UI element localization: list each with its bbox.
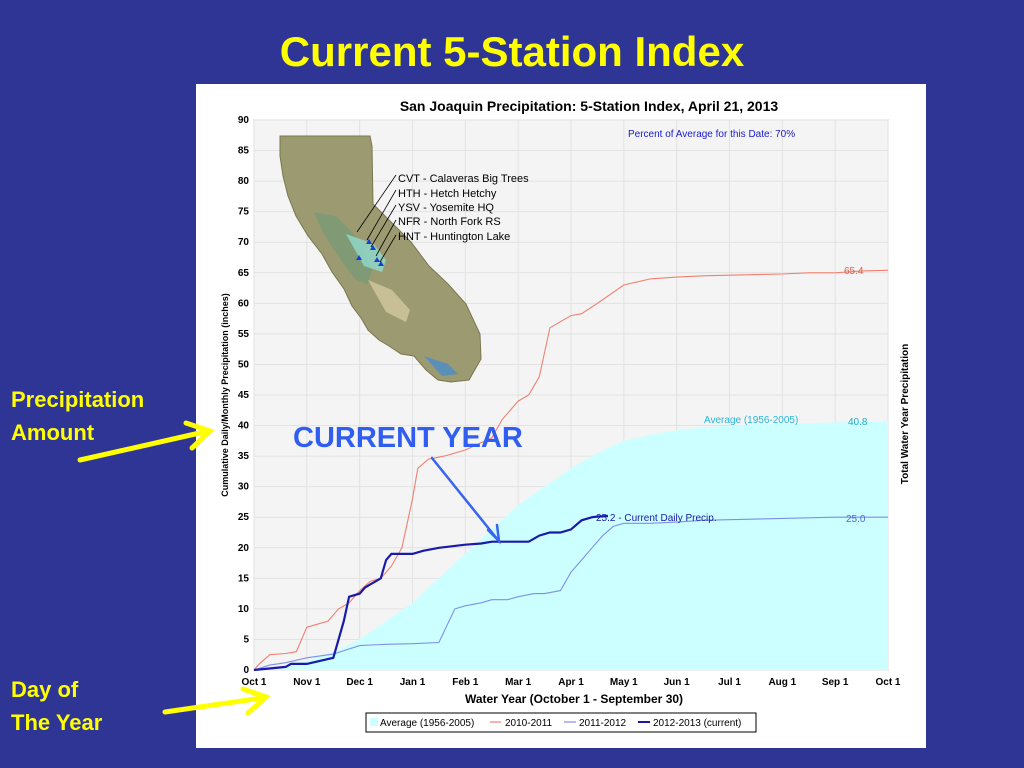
y-tick-label: 25 bbox=[238, 512, 250, 523]
california-map-image bbox=[279, 135, 482, 383]
x-tick-label: Mar 1 bbox=[505, 677, 532, 688]
x-tick-label: Jan 1 bbox=[400, 677, 426, 688]
x-tick-label: Oct 1 bbox=[875, 677, 900, 688]
y-tick-label: 50 bbox=[238, 359, 250, 370]
legend-average: Average (1956-2005) bbox=[380, 718, 474, 729]
y-tick-label: 5 bbox=[243, 634, 249, 645]
series-line-2012-2013-current- bbox=[253, 514, 609, 672]
slide-title: Current 5-Station Index bbox=[279, 28, 745, 75]
y-axis-label: Cumulative Daily/Monthly Precipitation (… bbox=[220, 293, 230, 497]
map-legend-cvt: CVT - Calaveras Big Trees bbox=[398, 173, 529, 185]
station-leader-lines bbox=[356, 174, 397, 263]
day-label-line2: The Year bbox=[11, 710, 103, 735]
chart-title: San Joaquin Precipitation: 5-Station Ind… bbox=[400, 98, 779, 114]
series-line-2010-2011 bbox=[253, 269, 889, 671]
y-tick-label: 60 bbox=[238, 298, 250, 309]
legend-2010-2011: 2010-2011 bbox=[505, 718, 553, 729]
x-tick-label: Apr 1 bbox=[558, 677, 584, 688]
day-of-year-label: Day of The Year bbox=[11, 673, 102, 739]
series-line-2011-2012 bbox=[253, 516, 888, 671]
y-axis-label-right: Total Water Year Precipitation bbox=[900, 344, 911, 484]
2011-2012-end-value: 25.0 bbox=[846, 514, 866, 525]
x-tick-label: May 1 bbox=[610, 677, 638, 688]
chart-legend: Average (1956-2005) 2010-2011 2011-2012 … bbox=[365, 712, 757, 733]
y-tick-label: 80 bbox=[238, 176, 250, 187]
y-tick-label: 15 bbox=[238, 573, 250, 584]
y-tick-label: 30 bbox=[238, 482, 250, 493]
map-legend-hth: HTH - Hetch Hetchy bbox=[398, 188, 497, 200]
legend-2012-2013: 2012-2013 (current) bbox=[653, 718, 741, 729]
map-legend-nfr: NFR - North Fork RS bbox=[398, 216, 501, 228]
y-tick-label: 10 bbox=[238, 604, 250, 615]
current-daily-precip-label: 25.2 - Current Daily Precip. bbox=[596, 513, 717, 524]
y-tick-label: 20 bbox=[238, 543, 250, 554]
map-legend-hnt: HNT - Huntington Lake bbox=[398, 231, 510, 243]
x-tick-label: Sep 1 bbox=[822, 677, 849, 688]
x-tick-label: Dec 1 bbox=[346, 677, 373, 688]
y-tick-label: 35 bbox=[238, 451, 250, 462]
average-end-value: 40.8 bbox=[848, 417, 868, 428]
x-tick-label: Nov 1 bbox=[293, 677, 321, 688]
y-tick-label: 55 bbox=[238, 329, 250, 340]
y-tick-label: 75 bbox=[238, 207, 250, 218]
2010-2011-end-value: 65.4 bbox=[844, 266, 864, 277]
precipitation-label-line1: Precipitation bbox=[11, 387, 145, 412]
chart-panel: 0 5 10 15 20 25 30 35 40 45 50 55 60 65 70 75 80 85 90 Oct … bbox=[196, 84, 926, 748]
map-legend-ysv: YSV - Yosemite HQ bbox=[398, 202, 494, 214]
precipitation-amount-label: Precipitation Amount bbox=[11, 383, 144, 449]
y-tick-label: 45 bbox=[238, 390, 250, 401]
x-axis-label: Water Year (October 1 - September 30) bbox=[465, 692, 683, 706]
current-year-callout: CURRENT YEAR bbox=[293, 422, 523, 454]
legend-swatch-average bbox=[370, 718, 378, 726]
precipitation-label-line2: Amount bbox=[11, 420, 95, 445]
series-area-average bbox=[254, 420, 888, 670]
day-label-line1: Day of bbox=[11, 677, 79, 702]
y-tick-label: 40 bbox=[238, 421, 250, 432]
average-series-label: Average (1956-2005) bbox=[704, 415, 798, 426]
x-tick-label: Feb 1 bbox=[452, 677, 479, 688]
y-tick-label: 0 bbox=[243, 665, 249, 676]
y-tick-label: 70 bbox=[238, 237, 250, 248]
x-tick-label: Oct 1 bbox=[241, 677, 266, 688]
chart: 0 5 10 15 20 25 30 35 40 45 50 55 60 65 70 75 80 85 90 Oct … bbox=[220, 98, 911, 733]
y-tick-label: 85 bbox=[238, 146, 250, 157]
legend-2011-2012: 2011-2012 bbox=[579, 718, 627, 729]
x-tick-label: Aug 1 bbox=[768, 677, 796, 688]
y-tick-label: 65 bbox=[238, 268, 250, 279]
chart-subtitle: Percent of Average for this Date: 70% bbox=[628, 129, 795, 140]
y-tick-label: 90 bbox=[238, 115, 250, 126]
x-tick-label: Jul 1 bbox=[718, 677, 741, 688]
x-tick-label: Jun 1 bbox=[664, 677, 691, 688]
